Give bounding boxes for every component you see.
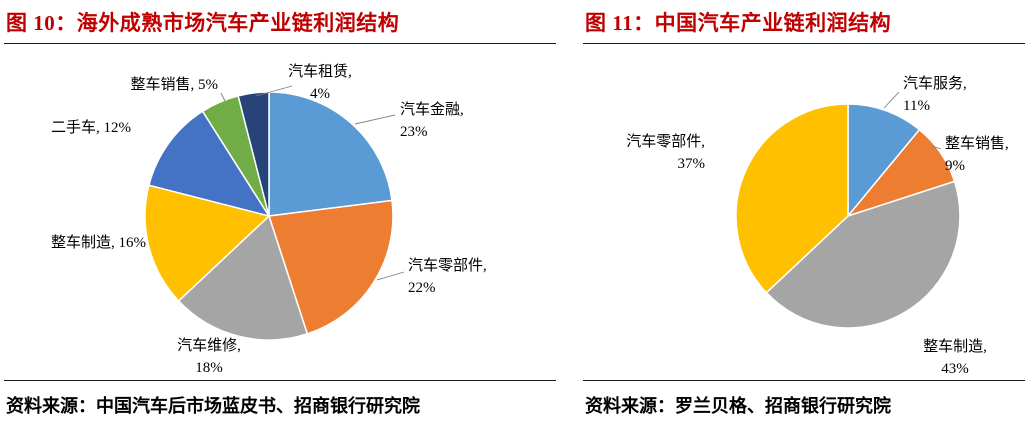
pie-chart-overseas: 汽车金融, 23% 汽车零部件, 22% 汽车维修, 18% 整车制造, 16% 二手车, 1… — [51, 63, 487, 376]
figure-title-overseas: 图 10：海外成熟市场汽车产业链利润结构 — [6, 11, 400, 35]
label-leader-line — [354, 114, 396, 125]
label-leader-line — [376, 271, 405, 281]
pie-label-0-5: 整车销售, 5% — [131, 76, 219, 93]
source-note-overseas: 资料来源：中国汽车后市场蓝皮书、招商银行研究院 — [6, 396, 420, 416]
pie-label-0-6: 汽车租赁, 4% — [288, 63, 352, 102]
pie-label-1-1: 整车销售, 9% — [945, 135, 1009, 174]
label-leader-line — [931, 145, 942, 150]
label-leader-line — [255, 85, 293, 97]
figure-panel-china: 图 11：中国汽车产业链利润结构 汽车服务, 11% 整车销售, 9% 整车制造, 43%… — [583, 4, 1025, 418]
pie-slice-0-4 — [147, 110, 271, 218]
pie-slice-1-2 — [765, 180, 961, 329]
pie-slice-0-3 — [144, 184, 271, 302]
pie-label-0-0: 汽车金融, 23% — [400, 101, 464, 140]
footer-rule — [4, 380, 556, 381]
footer-rule — [583, 380, 1025, 381]
figure-panel-overseas: 图 10：海外成熟市场汽车产业链利润结构 汽车金融, 23% 汽车零部件, 22% 汽车… — [4, 4, 556, 418]
pie-slice-0-0 — [268, 91, 393, 217]
figure-title-china: 图 11：中国汽车产业链利润结构 — [585, 11, 892, 35]
title-rule — [4, 43, 556, 44]
pie-label-0-4: 二手车, 12% — [51, 119, 131, 136]
pie-slice-1-3 — [735, 103, 849, 294]
pie-slice-0-2 — [177, 214, 309, 341]
pie-label-0-2: 汽车维修, 18% — [177, 337, 241, 376]
pie-label-1-0: 汽车服务, 11% — [903, 75, 967, 114]
pie-slice-0-1 — [268, 199, 394, 335]
pie-slice-1-0 — [847, 103, 921, 219]
pie-label-0-3: 整车制造, 16% — [51, 234, 146, 251]
pie-chart-china: 汽车服务, 11% 整车销售, 9% 整车制造, 43% 汽车零部件, 37% — [626, 75, 1009, 377]
label-leader-line — [883, 91, 900, 109]
pie-label-0-1: 汽车零部件, 22% — [408, 257, 487, 296]
pie-label-1-2: 整车制造, 43% — [923, 338, 987, 377]
pie-label-1-3: 汽车零部件, 37% — [626, 133, 705, 172]
source-note-china: 资料来源：罗兰贝格、招商银行研究院 — [585, 396, 891, 416]
label-leader-line — [220, 92, 226, 102]
title-rule — [583, 43, 1025, 44]
